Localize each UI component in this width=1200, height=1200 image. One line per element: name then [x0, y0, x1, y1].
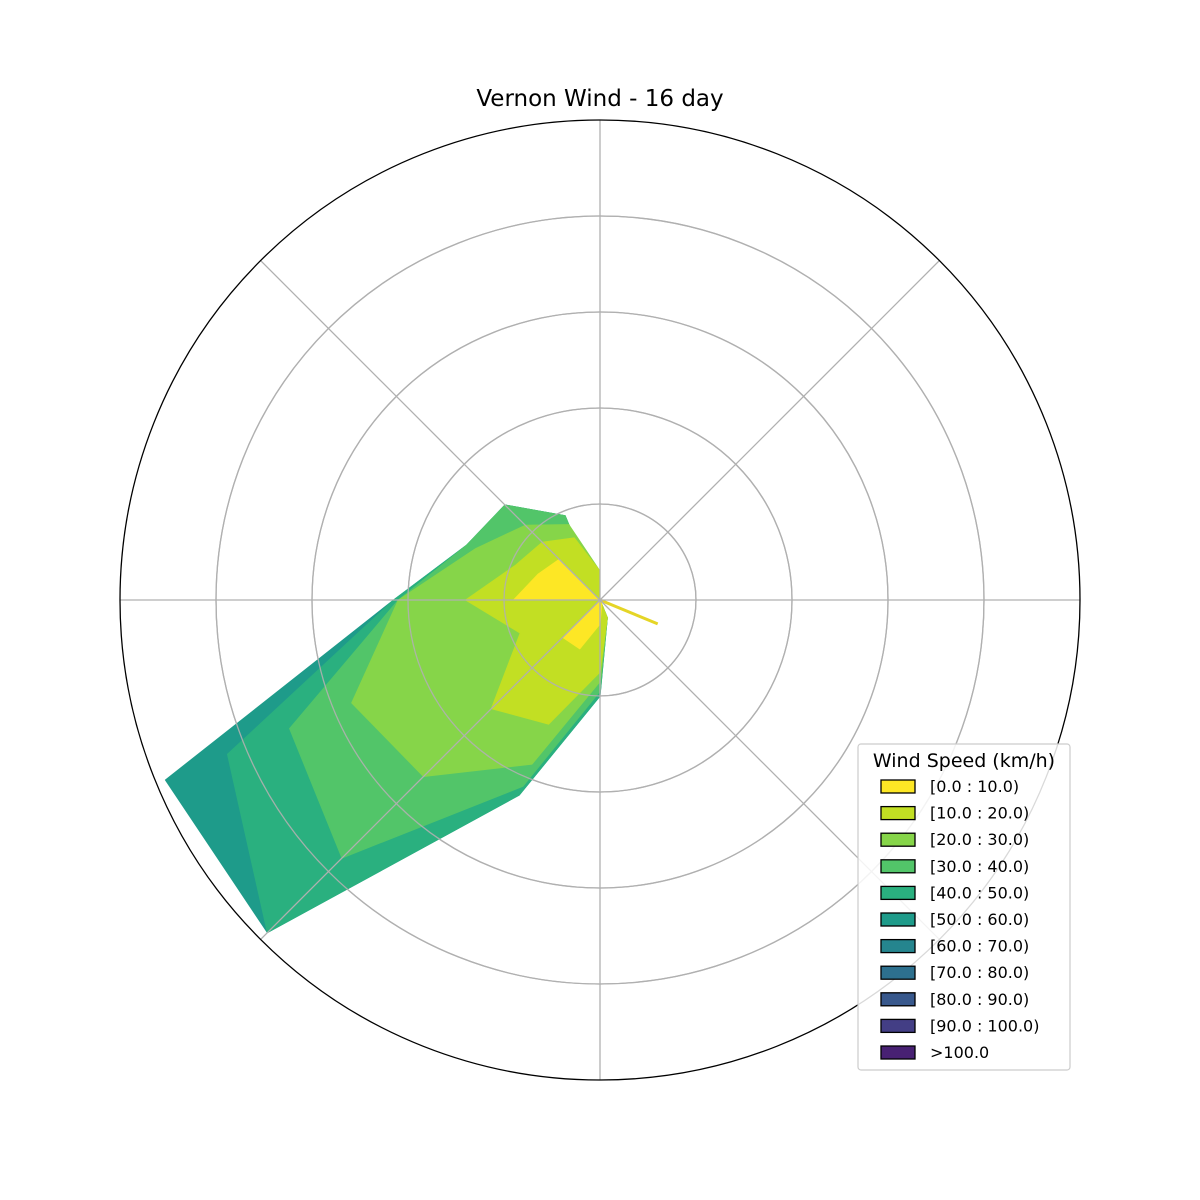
grid-spoke	[260, 260, 601, 601]
legend-swatch	[880, 859, 916, 874]
grid-ring-overlay	[311, 311, 889, 889]
grid-spoke	[599, 260, 940, 601]
legend-label: [30.0 : 40.0)	[930, 857, 1029, 876]
legend-swatch	[880, 1018, 916, 1034]
legend-label: [0.0 : 10.0)	[930, 777, 1019, 796]
legend-entries: [0.0 : 10.0) [10.0 : 20.0) [20.0 : 30.0) [3…	[880, 777, 1039, 1062]
grid-ring-overlay	[407, 407, 793, 793]
legend-swatch	[880, 805, 916, 821]
chart-title: Vernon Wind - 16 day	[476, 86, 723, 112]
legend-label: [50.0 : 60.0)	[930, 910, 1029, 929]
legend-label: [10.0 : 20.0)	[930, 804, 1029, 823]
legend-swatch	[880, 912, 916, 927]
rose-spike	[599, 598, 659, 626]
grid-ring-overlay	[215, 215, 985, 985]
legend-swatch	[880, 938, 916, 954]
legend-label: [40.0 : 50.0)	[930, 883, 1029, 902]
grid-spoke	[260, 599, 601, 940]
legend: Wind Speed (km/h) [0.0 : 10.0) [10.0 : 20…	[857, 743, 1071, 1071]
legend-frame	[857, 743, 1071, 1071]
legend-label: [20.0 : 30.0)	[930, 830, 1029, 849]
legend-swatch	[880, 992, 916, 1007]
legend-swatch	[880, 832, 916, 847]
polar-spokes	[120, 120, 1080, 1080]
legend-label: >100.0	[930, 1043, 989, 1062]
legend-swatch	[880, 779, 916, 794]
legend-label: [90.0 : 100.0)	[930, 1016, 1039, 1035]
grid-ring-overlay	[503, 503, 697, 697]
legend-swatch	[880, 885, 916, 901]
legend-title: Wind Speed (km/h)	[873, 750, 1055, 772]
legend-swatch	[880, 1045, 916, 1060]
legend-swatch	[880, 965, 916, 980]
legend-label: [60.0 : 70.0)	[930, 937, 1029, 956]
polar-outer-frame	[119, 119, 1081, 1081]
legend-label: [70.0 : 80.0)	[930, 963, 1029, 982]
legend-label: [80.0 : 90.0)	[930, 990, 1029, 1009]
wind-rose-petals	[164, 504, 659, 934]
